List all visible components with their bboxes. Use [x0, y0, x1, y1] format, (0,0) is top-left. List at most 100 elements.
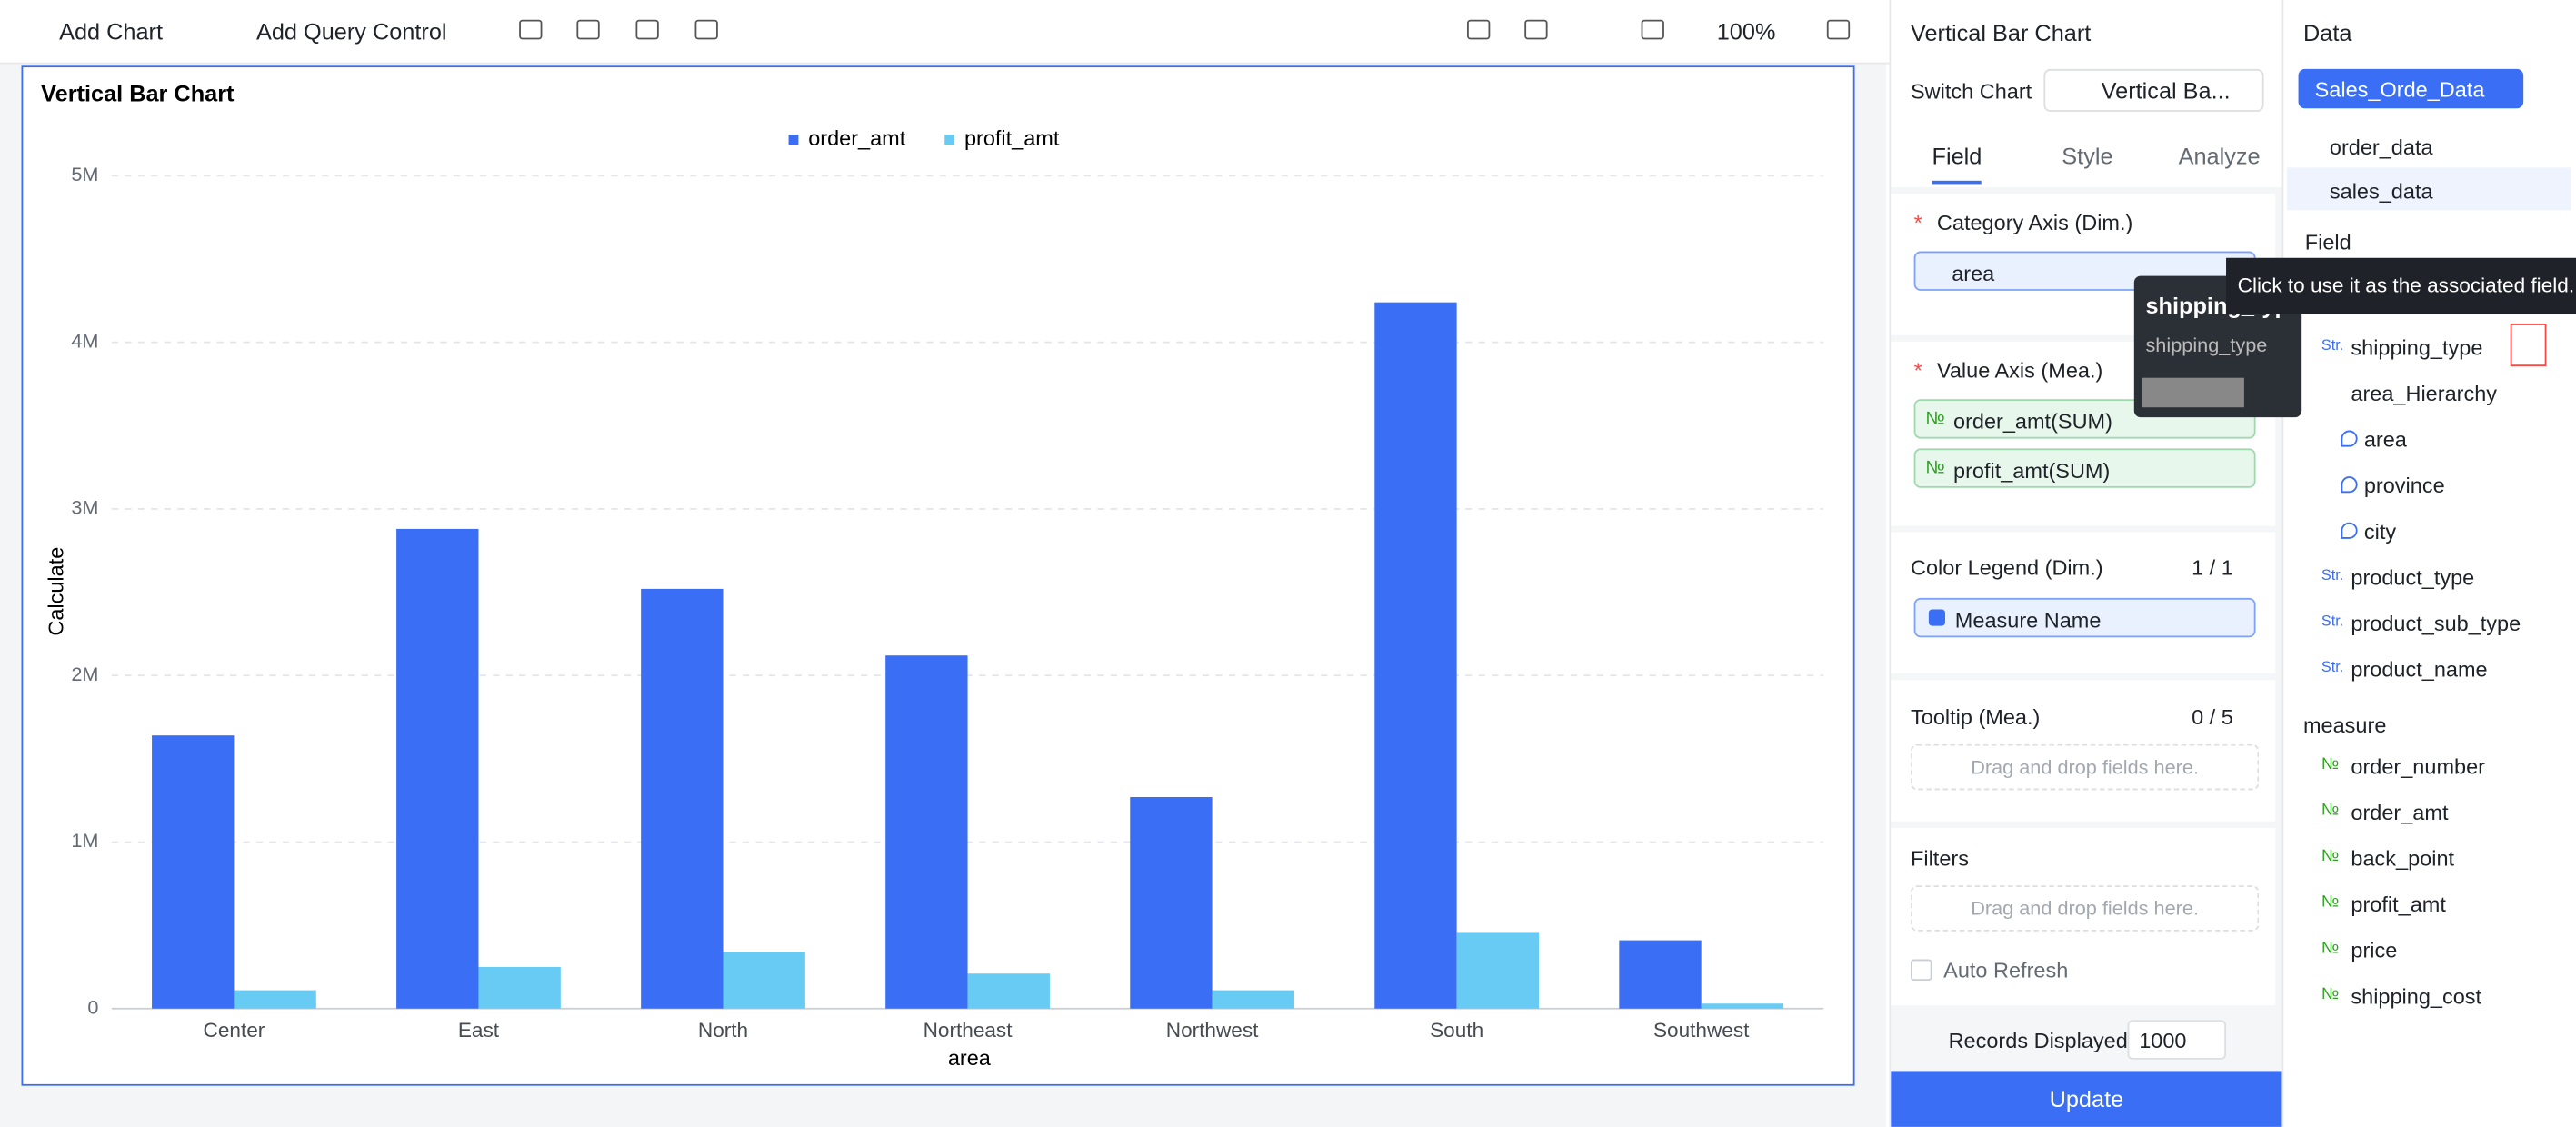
- update-button[interactable]: Update: [1891, 1071, 2282, 1127]
- add-chart[interactable]: Add Chart: [59, 17, 164, 45]
- y-tick-label: 5M: [71, 163, 98, 185]
- type: Str.: [2321, 658, 2344, 675]
- chart-select[interactable]: Vertical Ba...: [2043, 68, 2264, 112]
- field[interactable]: area: [2363, 426, 2407, 453]
- icon[interactable]: [694, 19, 718, 40]
- label: Switch Chart: [1911, 78, 2032, 104]
- count: 0 / 5: [2192, 704, 2233, 730]
- section: Color Legend (Dim.) 1 / 1 Measure Name: [1891, 532, 2276, 674]
- bar: [234, 990, 316, 1009]
- y-tick-label: 2M: [71, 663, 98, 685]
- field[interactable]: shipping_type: [2351, 334, 2483, 360]
- type: №: [2321, 893, 2340, 913]
- count: 1 / 1: [2192, 554, 2233, 581]
- section: Filters Drag and drop fields here. Auto …: [1891, 827, 2276, 1006]
- type: №: [2321, 755, 2340, 774]
- field[interactable]: shipping_cost: [2351, 983, 2482, 1009]
- required: *: [1913, 210, 1922, 235]
- tab[interactable]: Field: [1932, 143, 1982, 170]
- type: №: [2321, 985, 2340, 1004]
- chip-text: profit_amt(SUM): [1952, 458, 2111, 484]
- table[interactable]: sales_data: [2329, 179, 2433, 204]
- legend-swatch: [788, 135, 799, 145]
- bar: [1130, 796, 1213, 1009]
- drop-zone[interactable]: Drag and drop fields here.: [1911, 885, 2260, 932]
- icon: [2341, 522, 2358, 539]
- x-tick-label: Center: [204, 1019, 265, 1042]
- legend-label: order_amt: [808, 126, 906, 150]
- icon[interactable]: [635, 19, 659, 40]
- type: Str.: [2321, 613, 2344, 630]
- chip-text: order_amt(SUM): [1952, 409, 2112, 434]
- field[interactable]: price: [2351, 938, 2398, 963]
- icon: [1928, 609, 1945, 626]
- bar: [1619, 940, 1702, 1009]
- field[interactable]: product_name: [2351, 656, 2488, 683]
- type: №: [2321, 802, 2340, 820]
- legend-label: profit_amt: [964, 126, 1060, 150]
- x-tick-label: Northwest: [1166, 1019, 1259, 1042]
- type: №: [2321, 939, 2340, 958]
- field[interactable]: province: [2363, 473, 2445, 498]
- section-label: Field: [2304, 230, 2351, 255]
- selected-row: [2286, 167, 2571, 211]
- chip-text: area: [1952, 261, 1995, 286]
- section: Tooltip (Mea.) 0 / 5 Drag and drop field…: [1891, 680, 2276, 822]
- icon[interactable]: [519, 19, 543, 40]
- bar: [1374, 302, 1457, 1009]
- x-tick-label: South: [1430, 1019, 1483, 1042]
- icon: [2341, 476, 2358, 494]
- y-tick-label: 3M: [71, 496, 98, 519]
- panel-title: Vertical Bar Chart: [1911, 19, 2092, 46]
- icon[interactable]: [1467, 19, 1491, 40]
- icon[interactable]: [1641, 19, 1664, 40]
- section-label: Value Axis (Mea.): [1936, 358, 2103, 384]
- type: Str.: [2321, 336, 2344, 354]
- type: №: [1925, 458, 1945, 478]
- add-query-control[interactable]: Add Query Control: [255, 17, 447, 45]
- field[interactable]: order_number: [2351, 753, 2485, 779]
- dataset-select[interactable]: Sales_Orde_Data: [2298, 68, 2524, 109]
- icon[interactable]: [576, 19, 600, 40]
- field[interactable]: product_sub_type: [2351, 611, 2521, 636]
- x-axis-label: area: [948, 1046, 992, 1070]
- field[interactable]: order_amt: [2351, 800, 2449, 825]
- records-input[interactable]: 1000: [2127, 1020, 2227, 1060]
- bar: [152, 735, 235, 1009]
- input-value: 1000: [2139, 1028, 2187, 1053]
- icon[interactable]: [1826, 19, 1851, 40]
- field[interactable]: profit_amt: [2351, 892, 2446, 917]
- panel-title: Data: [2302, 19, 2352, 46]
- field-chip[interactable]: № order_amt(SUM): [1913, 399, 2256, 439]
- section-label: Filters: [1911, 845, 1969, 871]
- icon[interactable]: [1524, 19, 1548, 40]
- field[interactable]: city: [2363, 519, 2397, 544]
- zoom[interactable]: 100%: [1716, 17, 1776, 45]
- preview: [2142, 377, 2244, 408]
- card-subtitle: shipping_type: [2145, 333, 2268, 357]
- field[interactable]: area_Hierarchy: [2351, 381, 2498, 406]
- drop-zone[interactable]: Drag and drop fields here.: [1911, 743, 2260, 791]
- bar: [885, 655, 968, 1009]
- tab[interactable]: Style: [2062, 143, 2113, 170]
- field-chip[interactable]: № profit_amt(SUM): [1913, 448, 2256, 488]
- tab[interactable]: Analyze: [2178, 143, 2261, 170]
- toolbar: Add Chart Add Query Control 100%: [0, 0, 1890, 65]
- bar: [1456, 932, 1540, 1009]
- field-chip[interactable]: Measure Name: [1913, 597, 2256, 638]
- section: * Value Axis (Mea.) № order_amt(SUM) № pro…: [1891, 341, 2276, 526]
- table[interactable]: order_data: [2329, 135, 2433, 160]
- field[interactable]: product_type: [2351, 564, 2475, 590]
- checkbox-label: Auto Refresh: [1943, 957, 2069, 982]
- data-panel: Data Sales_Orde_Data order_data sales_da…: [2281, 0, 2576, 1127]
- checkbox[interactable]: [1911, 959, 1932, 982]
- bar: [967, 973, 1050, 1009]
- x-tick-label: Northeast: [924, 1019, 1013, 1042]
- select-value: Vertical Ba...: [2101, 76, 2231, 104]
- field[interactable]: back_point: [2351, 845, 2455, 871]
- icon: [2341, 430, 2358, 447]
- bar: [478, 966, 561, 1009]
- section-label: Tooltip (Mea.): [1911, 704, 2041, 730]
- link-button[interactable]: [2510, 324, 2547, 367]
